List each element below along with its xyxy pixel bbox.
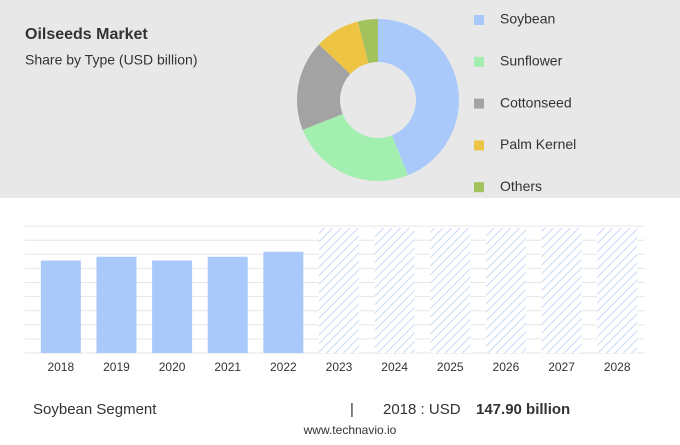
legend-label: Palm Kernel xyxy=(500,136,576,152)
x-tick-label: 2023 xyxy=(326,360,353,374)
x-tick-label: 2022 xyxy=(270,360,297,374)
legend-swatch xyxy=(474,140,484,151)
x-tick-label: 2018 xyxy=(47,360,74,374)
bar xyxy=(96,256,137,353)
x-tick-label: 2024 xyxy=(381,360,408,374)
x-tick-label: 2020 xyxy=(159,360,186,374)
legend-label: Cottonseed xyxy=(500,94,572,110)
chart-title: Oilseeds Market xyxy=(25,26,148,43)
forecast-bar xyxy=(430,228,471,353)
pie-slice xyxy=(357,19,378,64)
forecast-bar xyxy=(319,228,359,353)
forecast-bar xyxy=(541,228,582,353)
x-tick-label: 2025 xyxy=(437,360,464,374)
x-tick-label: 2019 xyxy=(103,360,130,374)
segment-label: Soybean Segment xyxy=(33,401,157,418)
bar xyxy=(207,256,248,353)
forecast-bar xyxy=(485,228,526,353)
bar xyxy=(263,251,304,353)
legend-label: Soybean xyxy=(500,11,555,27)
x-tick-label: 2028 xyxy=(604,360,631,374)
forecast-bar xyxy=(597,228,638,353)
segment-value: 147.90 billion xyxy=(476,401,570,418)
legend-swatch xyxy=(474,15,484,25)
legend-swatch xyxy=(474,56,484,67)
legend-label: Others xyxy=(500,178,542,194)
legend-swatch xyxy=(474,98,484,109)
x-tick-label: 2027 xyxy=(548,360,575,374)
year-unit: 2018 : USD xyxy=(383,401,461,418)
bar xyxy=(40,260,81,353)
chart-subtitle: Share by Type (USD billion) xyxy=(25,52,197,68)
legend-swatch xyxy=(474,182,484,193)
bar xyxy=(152,260,193,353)
pie-slice xyxy=(302,113,408,181)
forecast-bar xyxy=(374,228,415,353)
pie-slice xyxy=(297,44,351,130)
x-tick-label: 2026 xyxy=(493,360,520,374)
x-tick-label: 2021 xyxy=(214,360,241,374)
pie-slice xyxy=(378,19,459,176)
pie-slice xyxy=(318,21,369,74)
legend-label: Sunflower xyxy=(500,53,563,69)
separator: | xyxy=(350,401,354,418)
source: www.technavio.io xyxy=(303,423,397,437)
